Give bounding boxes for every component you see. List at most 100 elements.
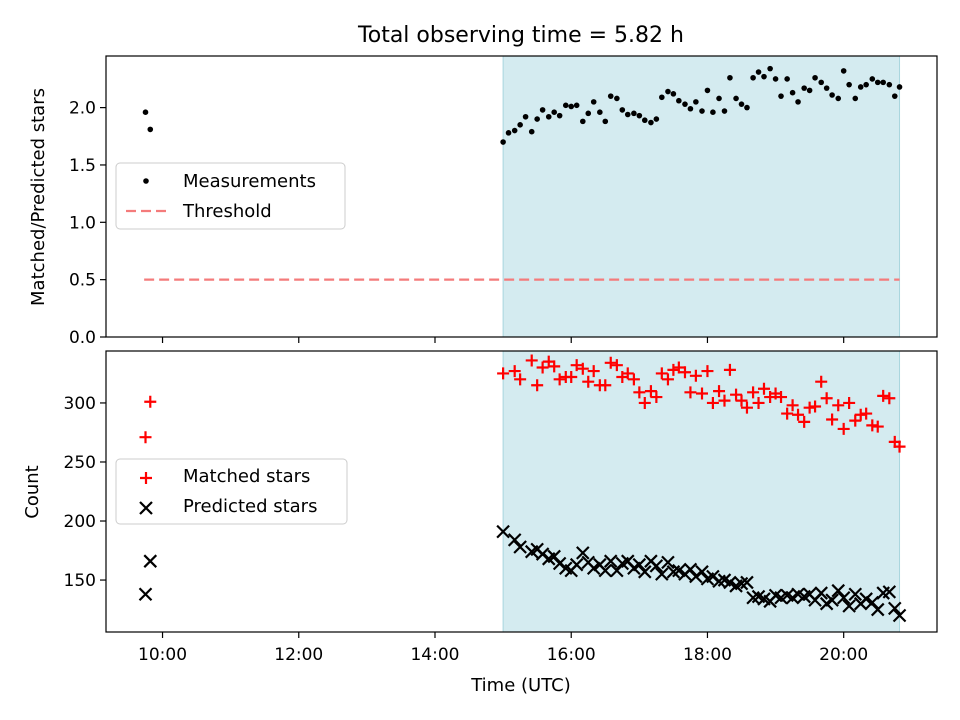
matched-star-point [883, 392, 896, 405]
matched-star-point [610, 359, 623, 372]
measurement-point [585, 110, 592, 117]
matched-star-point [627, 373, 640, 386]
predicted-star-point [842, 599, 856, 613]
predicted-star-point [513, 540, 527, 554]
measurement-point [676, 97, 682, 104]
matched-star-point [832, 399, 845, 412]
measurement-point [755, 69, 762, 75]
measurement-point [670, 91, 677, 97]
y-tick-label: 150 [64, 571, 96, 591]
predicted-star-point [655, 567, 669, 581]
legend-predicted-label: Predicted stars [183, 496, 317, 517]
matched-star-point [747, 386, 760, 399]
measurement-point [840, 68, 847, 74]
matched-star-point [752, 396, 765, 409]
matched-star-point [798, 415, 811, 428]
measurement-point [597, 109, 603, 115]
matched-star-point [701, 365, 714, 378]
matched-star-point [820, 392, 833, 405]
x-tick-label: 14:00 [410, 645, 459, 665]
bottom-y-axis-label: Count [22, 465, 43, 518]
matched-star-point [650, 391, 663, 404]
matched-star-point [803, 401, 816, 414]
measurement-point [738, 101, 745, 107]
measurement-point [528, 128, 535, 135]
matched-star-point [144, 395, 157, 408]
predicted-star-point [138, 587, 153, 601]
predicted-star-point [143, 554, 158, 568]
y-tick-label: 0.5 [69, 271, 96, 291]
predicted-star-point [576, 546, 590, 560]
measurement-point [619, 107, 626, 113]
measurement-point [624, 111, 631, 118]
bottom-axes-frame [105, 350, 938, 633]
matched-star-point [877, 389, 890, 402]
matched-star-point [781, 407, 794, 420]
predicted-star-point [814, 586, 828, 600]
measurement-point [744, 104, 750, 111]
predicted-star-point [683, 562, 698, 577]
measurement-point [784, 76, 790, 82]
measurement-point [823, 85, 830, 91]
matched-star-point [684, 386, 697, 399]
measurement-point [716, 95, 722, 102]
measurement-point [142, 109, 149, 115]
top-legend-box [115, 162, 346, 230]
measurement-point [710, 109, 716, 115]
predicted-star-point [892, 608, 907, 623]
measurement-point [539, 107, 546, 113]
measurement-point [699, 108, 705, 114]
predicted-star-point [638, 565, 652, 579]
measurement-point [665, 88, 671, 95]
measurement-point [829, 92, 835, 98]
matched-star-point [696, 387, 709, 400]
measurement-point [750, 74, 756, 81]
measurement-point [147, 126, 154, 133]
y-tick-label: 0.0 [69, 328, 96, 348]
predicted-star-point [831, 583, 846, 598]
measurement-point [568, 103, 575, 110]
predicted-star-point [740, 575, 754, 590]
measurement-point [778, 93, 784, 99]
predicted-star-point [825, 593, 839, 607]
matched-star-point [893, 440, 906, 453]
measurement-point [874, 79, 881, 86]
matched-star-point [843, 396, 856, 409]
measurement-point [631, 110, 637, 117]
measurement-point [517, 122, 523, 128]
matched-star-point [604, 356, 617, 369]
predicted-star-point [569, 557, 584, 572]
matched-star-point [139, 431, 152, 444]
predicted-star-point [848, 587, 863, 601]
measurement-point [641, 117, 648, 124]
matched-star-point [565, 370, 578, 383]
measurement-point [801, 85, 807, 91]
measurement-point [505, 130, 512, 136]
predicted-star-point [723, 575, 737, 590]
matched-star-point [644, 385, 657, 398]
matched-star-point [786, 399, 799, 412]
measurement-point [863, 81, 869, 88]
matched-star-point [866, 419, 879, 432]
predicted-stars-series [138, 524, 907, 623]
x-tick-label: 16:00 [547, 645, 596, 665]
measurement-point [687, 105, 694, 112]
top-panel: 0.00.51.01.52.0 Matched/Predicted stars … [28, 55, 938, 348]
measurement-point [835, 95, 842, 102]
matched-star-point [713, 385, 726, 398]
legend-measurements-label: Measurements [183, 171, 316, 192]
measurement-point [880, 79, 886, 86]
matched-star-point [633, 386, 646, 399]
x-tick-label: 10:00 [138, 645, 187, 665]
measurement-point [857, 84, 864, 90]
matched-star-point [809, 400, 822, 413]
legend-threshold-label: Threshold [182, 201, 272, 222]
measurement-point [545, 113, 552, 120]
legend-predicted-marker [139, 501, 153, 515]
measurement-point [693, 99, 699, 105]
predicted-star-point [496, 524, 510, 539]
predicted-star-point [507, 533, 522, 547]
bottom-panel: 150 200 250 300 10:00 12:00 14:00 16:00 18:00 20… [22, 350, 938, 696]
matched-star-point [582, 375, 595, 388]
